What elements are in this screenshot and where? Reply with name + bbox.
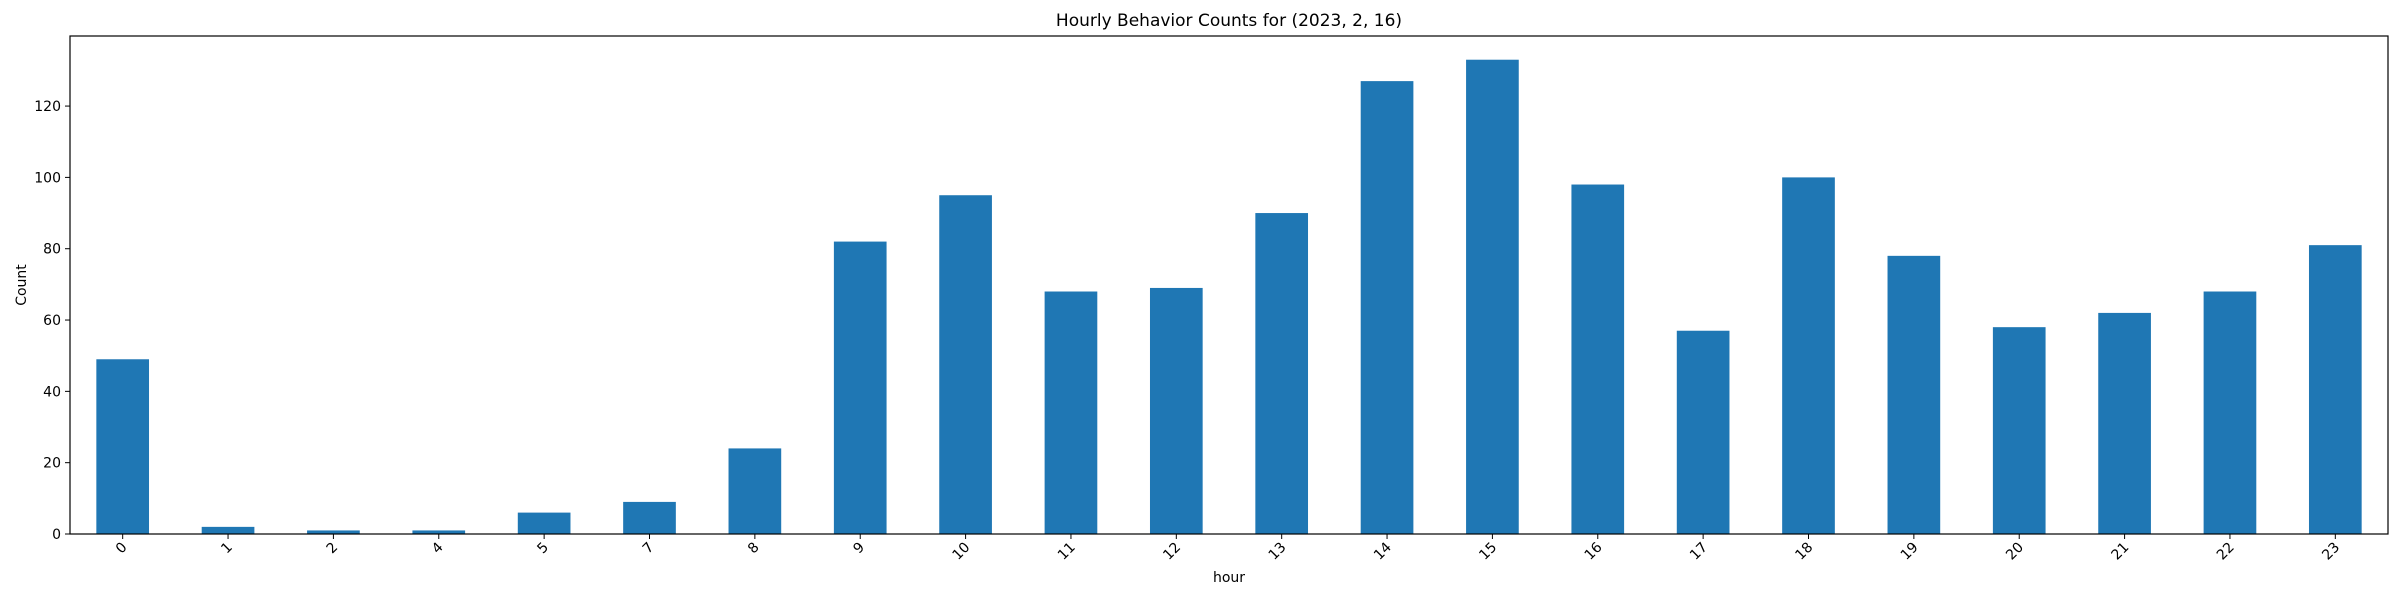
bar-hour-20 xyxy=(1992,327,2046,534)
bar-hour-15 xyxy=(1466,59,1519,534)
y-tick-label: 20 xyxy=(43,456,61,472)
bar-hour-10 xyxy=(939,195,992,534)
plot-frame xyxy=(69,35,2389,535)
bar-hour-1 xyxy=(201,526,255,534)
y-axis-ticks: 0 20 40 60 80 100 120 xyxy=(34,99,70,543)
x-axis-label: hour xyxy=(1213,570,1245,586)
y-tick-label: 60 xyxy=(43,313,61,329)
bar-hour-21 xyxy=(2098,312,2151,534)
bar-hour-13 xyxy=(1255,213,1309,534)
y-tick-label: 100 xyxy=(34,170,61,186)
bar-hour-2 xyxy=(307,530,360,534)
bar-hour-14 xyxy=(1360,81,1414,535)
bar-hour-4 xyxy=(412,530,466,534)
y-tick-label: 120 xyxy=(34,99,61,115)
bar-hour-8 xyxy=(728,448,782,534)
bar-hour-12 xyxy=(1149,287,1203,534)
bar-hour-17 xyxy=(1676,330,1730,534)
bar-hour-22 xyxy=(2203,291,2257,534)
bar-hour-23 xyxy=(2308,245,2362,535)
bars-group xyxy=(96,59,2362,535)
bar-hour-7 xyxy=(623,501,676,534)
y-axis-label: Count xyxy=(14,264,30,306)
bar-hour-9 xyxy=(833,241,887,534)
bar-hour-11 xyxy=(1044,291,1098,534)
bar-hour-5 xyxy=(517,512,571,534)
y-tick-label: 80 xyxy=(43,242,61,258)
y-tick-label: 0 xyxy=(52,527,61,543)
chart-title: Hourly Behavior Counts for (2023, 2, 16) xyxy=(1056,11,1402,31)
y-tick-label: 40 xyxy=(43,384,61,400)
bar-hour-19 xyxy=(1887,255,1941,534)
bar-hour-16 xyxy=(1571,184,1625,535)
bar-hour-0 xyxy=(96,359,150,534)
bar-hour-18 xyxy=(1782,177,1835,534)
